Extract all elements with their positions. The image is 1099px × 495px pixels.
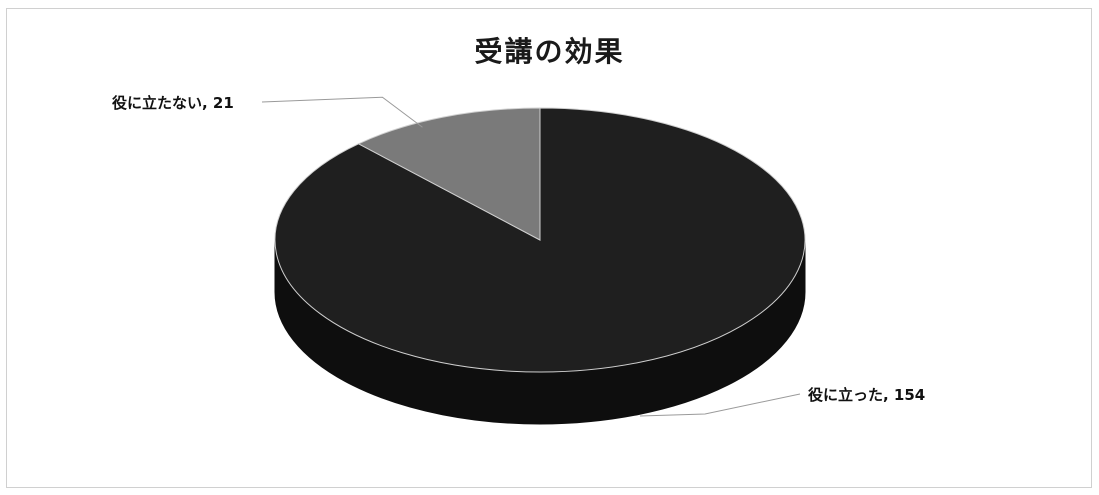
data-label-役に立った: 役に立った, 154 (808, 386, 925, 404)
leader-line-役に立った (639, 393, 801, 417)
data-label-役に立たない: 役に立たない, 21 (112, 94, 234, 112)
leader-line-役に立たない (261, 96, 423, 128)
chart-title: 受講の効果 (474, 35, 625, 68)
pie-slice-役に立たない (357, 107, 541, 241)
